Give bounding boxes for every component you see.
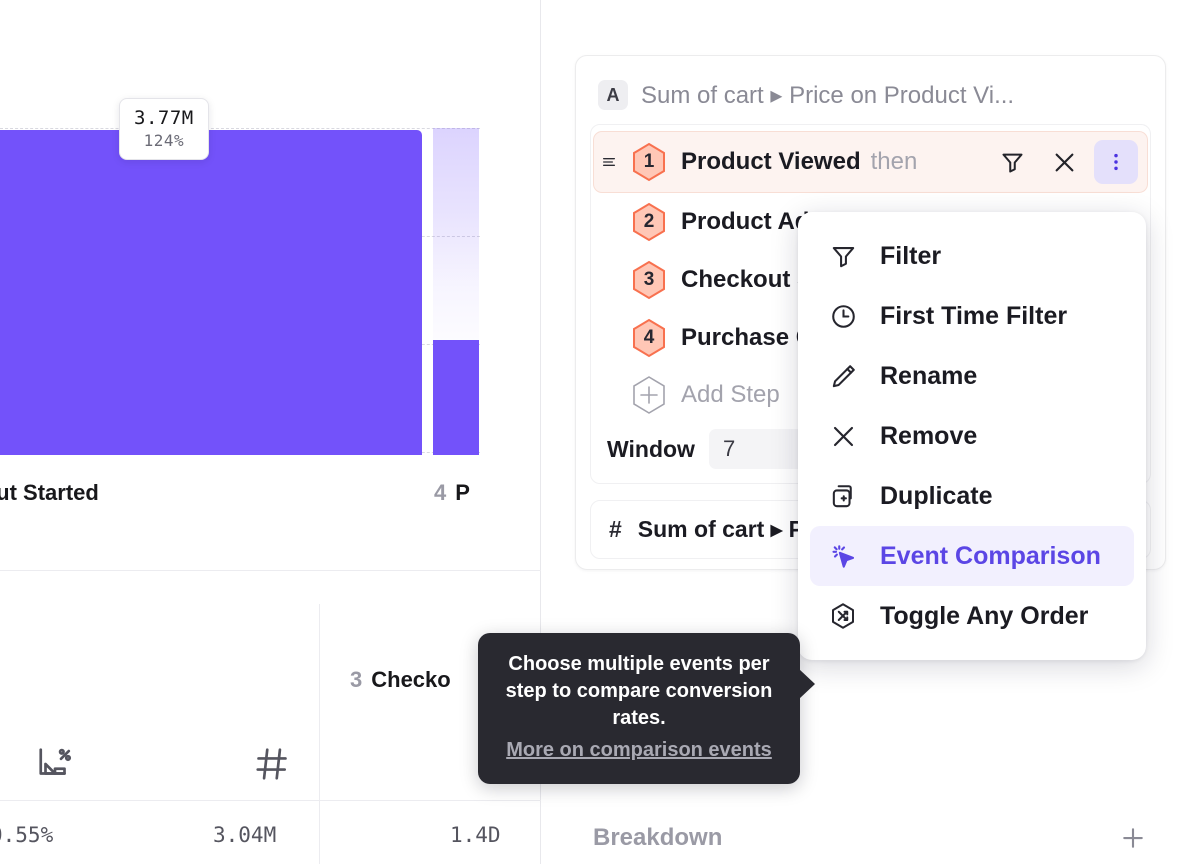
breakdown-add-button[interactable] — [1118, 823, 1148, 853]
menu-item-toggle-any-order-label: Toggle Any Order — [880, 601, 1089, 630]
step-row-3[interactable]: 3 Checkout S — [593, 251, 1148, 309]
tooltip-arrow — [799, 669, 815, 699]
x-axis-label-3: 3ckout Started — [0, 480, 99, 506]
menu-item-event-comparison[interactable]: Event Comparison — [810, 526, 1134, 586]
builder-header-title[interactable]: Sum of cart ▸ Price on Product Vi... — [641, 81, 1015, 109]
plot-area: 3.77M 124% — [0, 0, 541, 455]
metric-value-conversion: 0.55% — [0, 823, 54, 847]
pencil-icon — [826, 362, 860, 391]
menu-item-rename[interactable]: Rename — [810, 346, 1134, 406]
metric-values-divider — [0, 800, 541, 801]
step-row-4[interactable]: 4 Purchase C — [593, 309, 1148, 367]
step-more-button[interactable] — [1094, 140, 1138, 184]
step-row-1[interactable]: 1 Product Viewed then — [593, 131, 1148, 193]
tooltip-percent: 124% — [143, 131, 185, 151]
step-number-badge-1: 1 — [631, 142, 667, 182]
step-number-badge-2: 2 — [631, 202, 667, 242]
step-number-4: 4 — [643, 327, 655, 348]
breakdown-label: Breakdown — [593, 824, 723, 851]
bar-ghost-segment — [433, 128, 479, 340]
comparison-events-tooltip: Choose multiple events per step to compa… — [478, 633, 815, 784]
metric-card-label: Sum of cart ▸ P — [637, 516, 804, 542]
breakdown-row: Breakdown — [575, 815, 1166, 861]
menu-item-rename-label: Rename — [880, 361, 978, 390]
x-axis-label-4-number: 4 — [434, 480, 447, 505]
step-name-3[interactable]: Checkout S — [681, 266, 814, 293]
x-axis-label-4-text: P — [455, 480, 470, 505]
add-step-icon — [631, 375, 667, 415]
add-step-label: Add Step — [681, 381, 780, 408]
menu-item-duplicate[interactable]: Duplicate — [810, 466, 1134, 526]
menu-item-event-comparison-label: Event Comparison — [880, 541, 1101, 570]
step-row-2[interactable]: 2 Product Ad — [593, 193, 1148, 251]
metric-value-count: 3.04M — [213, 823, 277, 847]
menu-item-first-time-filter[interactable]: First Time Filter — [810, 286, 1134, 346]
step-context-menu: Filter First Time Filter Rename — [798, 212, 1146, 660]
step-filter-button[interactable] — [990, 140, 1034, 184]
conversion-rate-icon — [36, 745, 74, 788]
x-axis-labels: 3ckout Started 4P — [0, 480, 541, 520]
tooltip-value: 3.77M — [134, 107, 194, 129]
menu-item-duplicate-label: Duplicate — [880, 481, 993, 510]
step-label-1[interactable]: Product Viewed then — [681, 148, 917, 176]
menu-item-filter[interactable]: Filter — [810, 226, 1134, 286]
step-name-4[interactable]: Purchase C — [681, 324, 814, 351]
step-remove-button[interactable] — [1042, 140, 1086, 184]
step-actions-1 — [990, 140, 1138, 184]
bar-purchase-completed[interactable] — [433, 128, 479, 455]
metric-value-duration: 1.4D — [450, 823, 501, 847]
count-icon — [253, 745, 291, 788]
step-name-1: Product Viewed — [681, 148, 861, 175]
x-axis-label-3-text: ckout Started — [0, 480, 99, 505]
drag-handle-icon[interactable] — [601, 153, 617, 171]
cursor-sparkle-icon — [826, 541, 860, 571]
section-divider — [0, 570, 541, 571]
tooltip-message: Choose multiple events per step to compa… — [505, 653, 773, 730]
series-letter-badge: A — [598, 80, 628, 110]
duplicate-icon — [826, 482, 860, 511]
menu-item-toggle-any-order[interactable]: Toggle Any Order — [810, 586, 1134, 646]
builder-header: A Sum of cart ▸ Price on Product Vi... — [576, 56, 1165, 124]
window-label: Window — [607, 435, 695, 462]
menu-item-filter-label: Filter — [880, 241, 942, 270]
metric-column-header-label: Checko — [371, 667, 451, 692]
close-icon — [826, 422, 860, 451]
step-name-2[interactable]: Product Ad — [681, 208, 810, 235]
step-suffix-1: then — [870, 148, 918, 175]
metric-column-header-number: 3 — [350, 667, 363, 692]
chart-hover-tooltip: 3.77M 124% — [119, 98, 209, 161]
step-number-1: 1 — [643, 151, 655, 172]
filter-icon — [826, 242, 860, 271]
step-number-3: 3 — [643, 269, 655, 290]
tooltip-link[interactable]: More on comparison events — [506, 738, 772, 761]
step-number-badge-4: 4 — [631, 318, 667, 358]
add-step-row[interactable]: Add Step — [593, 367, 1148, 423]
clock-icon — [826, 302, 860, 331]
funnel-chart-pane: 3.77M 124% 3ckout Started 4P 3 Checko — [0, 0, 541, 864]
menu-item-remove[interactable]: Remove — [810, 406, 1134, 466]
metric-hash-icon: # — [609, 516, 622, 542]
step-number-2: 2 — [643, 211, 655, 232]
menu-item-remove-label: Remove — [880, 421, 978, 450]
menu-item-first-time-filter-label: First Time Filter — [880, 301, 1068, 330]
metric-column-divider — [319, 604, 320, 864]
metric-column-header: 3 Checko — [350, 667, 451, 693]
shuffle-hexagon-icon — [826, 601, 860, 631]
bar-solid-segment — [433, 340, 479, 455]
gridline — [0, 128, 480, 129]
step-number-badge-3: 3 — [631, 260, 667, 300]
bar-checkout-started[interactable] — [0, 130, 422, 455]
